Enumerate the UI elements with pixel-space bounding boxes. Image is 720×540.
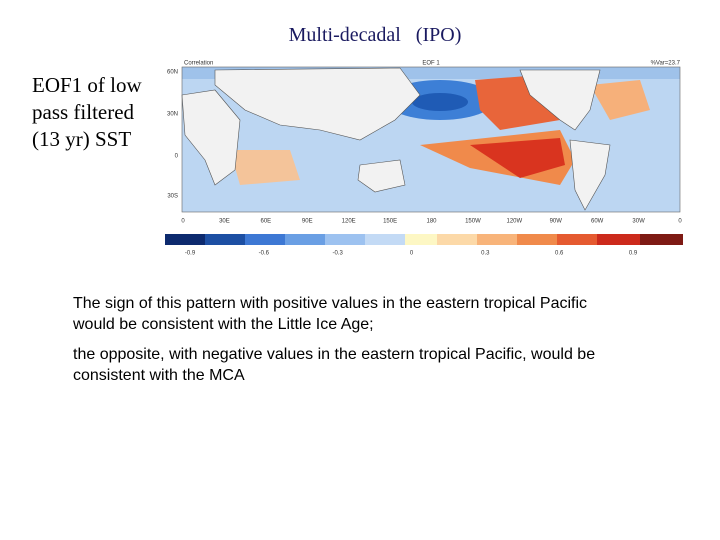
lon-label: 120E [342, 219, 356, 225]
colorbar-swatch [205, 234, 245, 245]
africa [181, 89, 241, 186]
lon-label: 150W [465, 219, 481, 225]
lon-label: 30W [632, 219, 645, 225]
lon-label: 180 [426, 219, 437, 225]
south-america [569, 139, 611, 211]
colorbar-label: -0.6 [259, 251, 270, 257]
lon-label: 60E [260, 219, 271, 225]
australia [357, 159, 406, 193]
colorbar-label: -0.3 [332, 251, 343, 257]
colorbar-swatch [405, 234, 437, 245]
colorbar-label: 0.6 [555, 251, 564, 257]
warm-atlantic [590, 80, 650, 120]
map-frame [181, 66, 681, 213]
colorbar-label: 0 [410, 251, 414, 257]
lon-label: 0 [678, 219, 682, 225]
colorbar-swatch [557, 234, 597, 245]
colorbar-label: 0.3 [481, 251, 490, 257]
map-header-right: %Var=23.7 [651, 61, 681, 67]
lon-label: 150E [383, 219, 397, 225]
lon-label: 0 [181, 219, 185, 225]
colorbar-swatch [365, 234, 405, 245]
asia [214, 67, 421, 141]
colorbar-swatch [245, 234, 285, 245]
slide-title: Multi-decadal (IPO) [288, 24, 462, 46]
map-figure: Correlation EOF 1 %Var=23.7 60N 30N 0 30S 0 3… [165, 61, 683, 257]
lat-label: 0 [175, 154, 179, 160]
colorbar-swatch [640, 234, 683, 245]
paragraph: The sign of this pattern with positive v… [73, 295, 588, 333]
map-header-center: EOF 1 [422, 61, 440, 67]
north-america [519, 69, 601, 131]
colorbar-swatch [437, 234, 477, 245]
warm-indian [230, 150, 300, 185]
lat-label: 60N [167, 70, 178, 76]
colorbar-swatch [477, 234, 517, 245]
map-header-left: Correlation [184, 61, 213, 67]
lon-label: 120W [506, 219, 522, 225]
colorbar-swatch [165, 234, 205, 245]
colorbar [165, 234, 683, 245]
lon-label: 30E [219, 219, 230, 225]
lon-label: 60W [591, 219, 604, 225]
paragraph: the opposite, with negative values in th… [73, 346, 596, 384]
colorbar-swatch [285, 234, 325, 245]
colorbar-swatch [517, 234, 557, 245]
colorbar-label: 0.9 [629, 251, 638, 257]
lat-label: 30N [167, 112, 178, 118]
warm-core [470, 138, 565, 178]
lat-label: 30S [167, 194, 178, 200]
side-text: EOF1 of low pass filtered (13 yr) SST [32, 73, 142, 151]
cold-core [412, 93, 468, 111]
colorbar-swatch [597, 234, 640, 245]
colorbar-label: -0.9 [185, 251, 196, 257]
lon-label: 90W [550, 219, 563, 225]
colorbar-swatch [325, 234, 365, 245]
lon-label: 90E [302, 219, 313, 225]
